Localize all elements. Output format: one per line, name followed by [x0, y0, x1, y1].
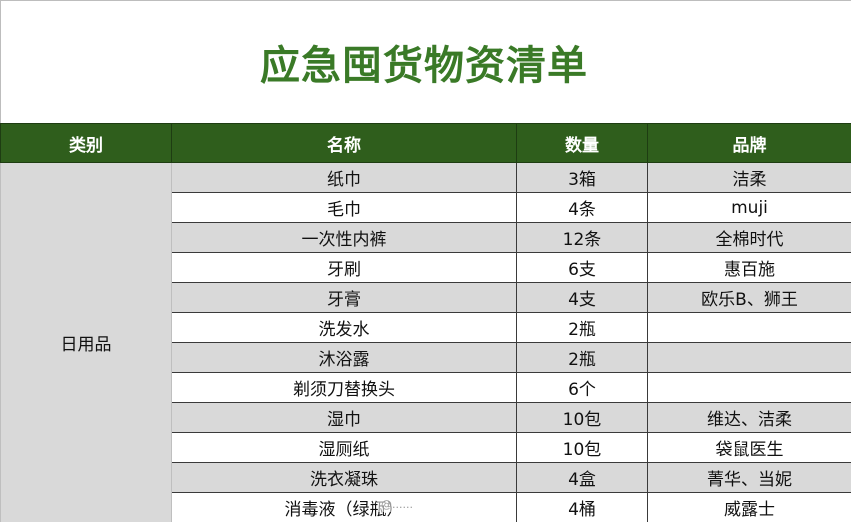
cell-brand[interactable] [647, 372, 851, 403]
table-row: 洗衣凝珠 4盒 菁华、当妮 [1, 462, 851, 493]
cell-name[interactable]: 毛巾 [171, 192, 517, 223]
cell-quantity[interactable]: 4桶 [516, 492, 648, 522]
cell-name[interactable]: 洗衣凝珠 [171, 462, 517, 493]
cell-brand[interactable] [647, 312, 851, 343]
cell-brand[interactable]: 袋鼠医生 [647, 432, 851, 463]
table-row: 沐浴露 2瓶 [1, 342, 851, 373]
header-quantity[interactable]: 数量 [516, 123, 648, 163]
cell-quantity[interactable]: 12条 [516, 222, 648, 253]
cell-name[interactable]: 牙膏 [171, 282, 517, 313]
cell-quantity[interactable]: 6个 [516, 372, 648, 403]
cell-name[interactable]: 沐浴露 [171, 342, 517, 373]
cell-name[interactable]: 洗发水 [171, 312, 517, 343]
sheet-title: 应急囤货物资清单 [260, 43, 588, 89]
cell-name[interactable]: 湿厕纸 [171, 432, 517, 463]
cell-name[interactable]: 剃须刀替换头 [171, 372, 517, 403]
cell-name[interactable]: 牙刷 [171, 252, 517, 283]
header-brand[interactable]: 品牌 [647, 123, 851, 163]
cell-brand[interactable]: 菁华、当妮 [647, 462, 851, 493]
table-row: 牙膏 4支 欧乐B、狮王 [1, 282, 851, 313]
cell-quantity[interactable]: 4支 [516, 282, 648, 313]
table-row: 牙刷 6支 惠百施 [1, 252, 851, 283]
cell-name[interactable]: 湿巾 [171, 402, 517, 433]
header-row: 类别 名称 数量 品牌 [0, 123, 851, 163]
table-row: 洗发水 2瓶 [1, 312, 851, 343]
table-row: 湿巾 10包 维达、洁柔 [1, 402, 851, 433]
title-bar: 应急囤货物资清单 [0, 0, 851, 123]
cell-brand[interactable]: 惠百施 [647, 252, 851, 283]
cell-brand[interactable]: 欧乐B、狮王 [647, 282, 851, 313]
cell-quantity[interactable]: 10包 [516, 432, 648, 463]
cell-brand[interactable]: muji [647, 192, 851, 223]
cell-quantity[interactable]: 6支 [516, 252, 648, 283]
cell-brand[interactable] [647, 342, 851, 373]
cell-name[interactable]: 纸巾 [171, 162, 517, 193]
table-row: 剃须刀替换头 6个 [1, 372, 851, 403]
cell-quantity[interactable]: 2瓶 [516, 342, 648, 373]
cell-name[interactable]: 消毒液（绿瓶） [171, 492, 517, 522]
cell-quantity[interactable]: 10包 [516, 402, 648, 433]
header-name[interactable]: 名称 [171, 123, 517, 163]
table-row: 日用品 纸巾 3箱 洁柔 [0, 162, 851, 522]
cell-quantity[interactable]: 4条 [516, 192, 648, 223]
cell-quantity[interactable]: 3箱 [516, 162, 648, 193]
category-cell[interactable]: 日用品 [0, 162, 172, 522]
cell-quantity[interactable]: 2瓶 [516, 312, 648, 343]
header-category[interactable]: 类别 [0, 123, 172, 163]
table-row: 毛巾 4条 muji [1, 192, 851, 223]
cell-quantity[interactable]: 4盒 [516, 462, 648, 493]
cell-brand[interactable]: 威露士 [647, 492, 851, 522]
table-row: 一次性内裤 12条 全棉时代 [1, 222, 851, 253]
cell-brand[interactable]: 维达、洁柔 [647, 402, 851, 433]
supply-table: 类别 名称 数量 品牌 日用品 纸巾 3箱 洁柔 毛巾 4条 muji 一次性内… [0, 123, 851, 522]
cell-brand[interactable]: 全棉时代 [647, 222, 851, 253]
cell-brand[interactable]: 洁柔 [647, 162, 851, 193]
cell-name[interactable]: 一次性内裤 [171, 222, 517, 253]
table-row: 消毒液（绿瓶） 4桶 威露士 [1, 492, 851, 522]
